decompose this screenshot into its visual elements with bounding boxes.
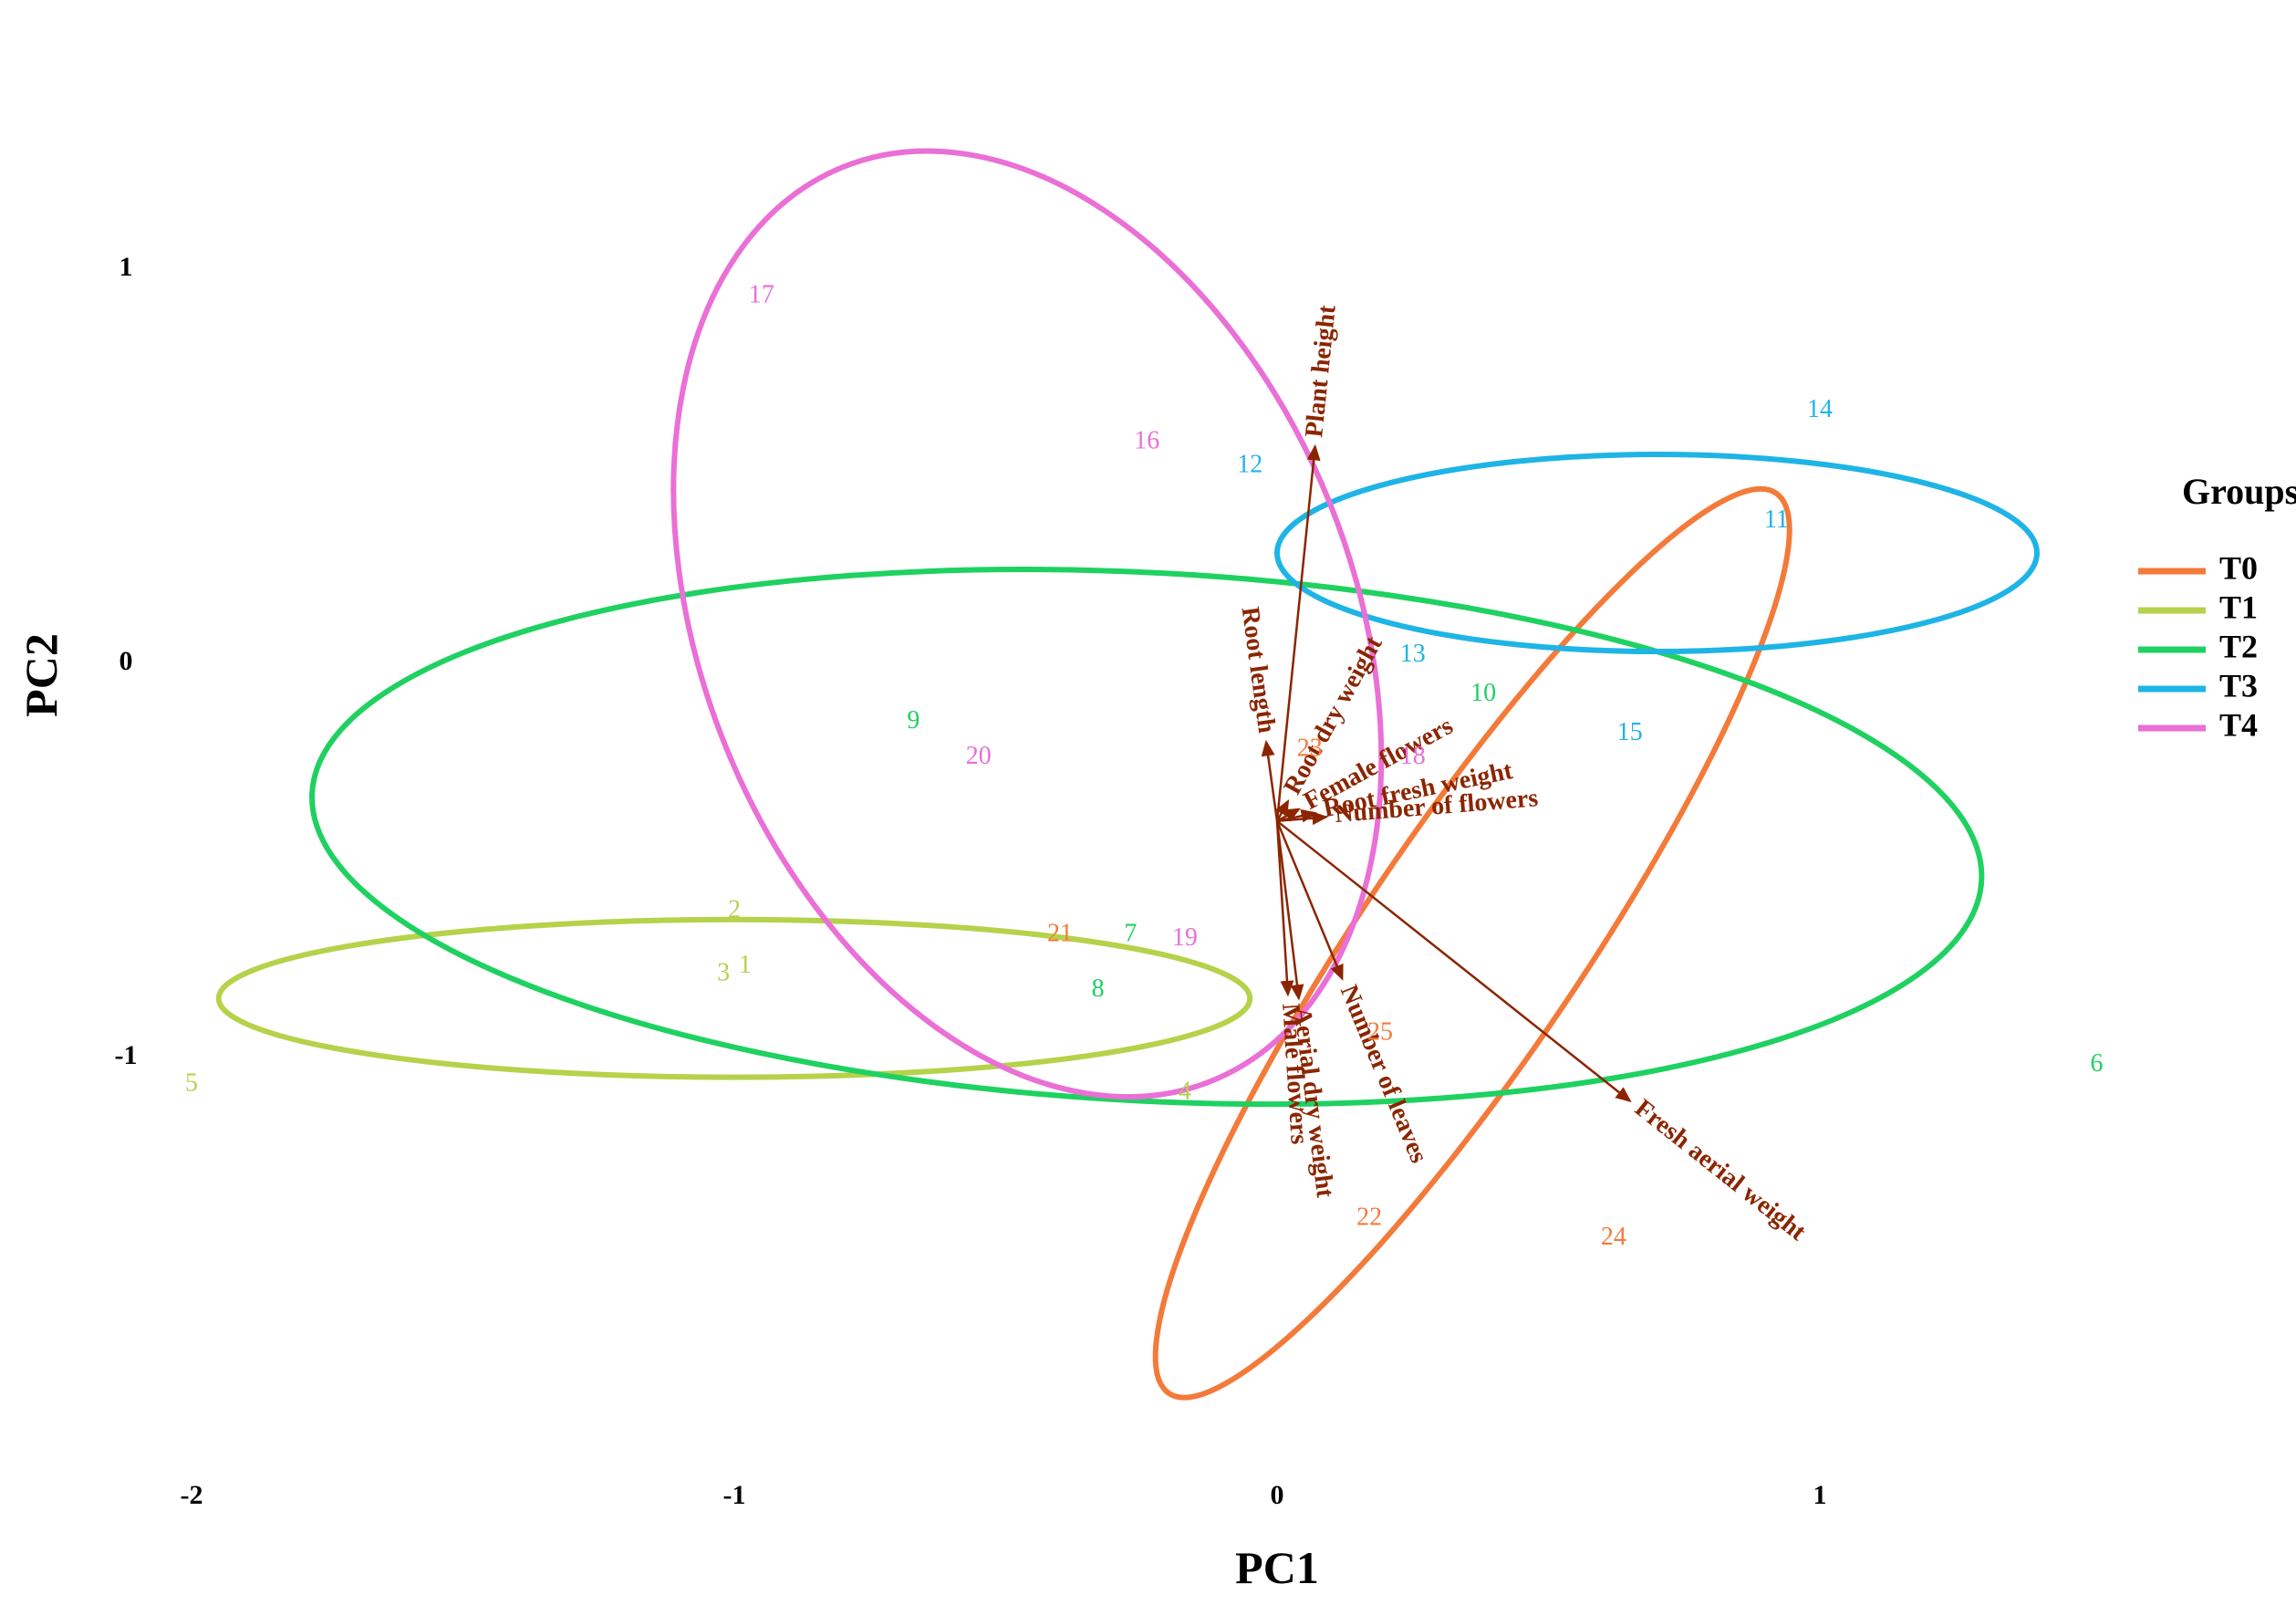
- confidence-ellipses: [215, 148, 2040, 1401]
- ellipse-t1: [215, 916, 1253, 1080]
- vector-root-dry-weight: [1275, 799, 1290, 822]
- legend-label-t4: T4: [2219, 706, 2258, 743]
- vector-label-fresh-aerial-weight: Fresh aerial weight: [1629, 1094, 1812, 1246]
- x-tick-label: -2: [181, 1480, 203, 1510]
- point-21: 21: [1047, 920, 1073, 948]
- y-tick-label: -1: [115, 1040, 138, 1070]
- vector-number-of-leaves: [1275, 820, 1344, 981]
- vector-number-of-flowers: [1276, 811, 1329, 826]
- vector-label-root-length: Root length: [1236, 605, 1282, 735]
- point-9: 9: [907, 706, 919, 735]
- x-tick-label: 1: [1813, 1480, 1827, 1510]
- ellipse-t4: [670, 148, 1385, 1100]
- legend-label-t1: T1: [2219, 589, 2258, 625]
- vector-aerial-dry-weight: [1275, 820, 1304, 1001]
- y-axis-ticks: -1012: [115, 252, 138, 1070]
- point-23: 23: [1297, 734, 1323, 762]
- point-24: 24: [1601, 1223, 1626, 1251]
- point-22: 22: [1356, 1204, 1382, 1232]
- point-7: 7: [1124, 920, 1137, 948]
- ellipse-t3: [1274, 452, 2040, 655]
- point-18: 18: [1400, 742, 1426, 770]
- vector-male-flowers: [1275, 820, 1294, 997]
- vector-label-number-of-leaves: Number of leaves: [1335, 981, 1433, 1167]
- point-13: 13: [1400, 640, 1426, 668]
- x-axis-ticks: -2-1012: [181, 1480, 1827, 1510]
- x-tick-label: 0: [1271, 1480, 1284, 1510]
- x-tick-label: -1: [723, 1480, 746, 1510]
- point-2: 2: [728, 896, 741, 924]
- x-axis-title: PC1: [1235, 1542, 1319, 1593]
- point-4: 4: [1179, 1077, 1191, 1105]
- point-14: 14: [1807, 395, 1833, 423]
- point-17: 17: [749, 281, 774, 309]
- vector-plant-height: [1275, 443, 1321, 821]
- legend-label-t3: T3: [2219, 667, 2258, 703]
- y-axis-title: PC2: [16, 633, 67, 717]
- point-12: 12: [1237, 450, 1262, 478]
- y-tick-label: 1: [119, 252, 133, 282]
- vector-root-length: [1261, 739, 1279, 821]
- y-tick-label: 0: [119, 646, 133, 676]
- point-5: 5: [185, 1069, 198, 1098]
- legend-label-t2: T2: [2219, 628, 2258, 664]
- vector-label-plant-height: Plant height: [1300, 303, 1342, 439]
- legend-title: Groups: [2182, 471, 2296, 512]
- point-8: 8: [1092, 974, 1105, 1003]
- point-19: 19: [1172, 923, 1198, 952]
- point-6: 6: [2090, 1049, 2103, 1078]
- point-1: 1: [739, 951, 752, 979]
- ellipse-t2: [309, 567, 1985, 1108]
- point-15: 15: [1617, 718, 1643, 746]
- vector-fresh-aerial-weight: [1276, 819, 1632, 1103]
- point-16: 16: [1134, 427, 1159, 455]
- legend-label-t0: T0: [2219, 549, 2258, 586]
- point-11: 11: [1764, 505, 1789, 534]
- score-points: 2122232425123456789101112131415161718192…: [185, 281, 2103, 1251]
- point-10: 10: [1470, 679, 1496, 707]
- point-20: 20: [966, 742, 992, 770]
- ellipse-t0: [1152, 485, 1792, 1401]
- vector-female-flowers: [1276, 808, 1301, 822]
- point-3: 3: [717, 959, 730, 987]
- point-25: 25: [1367, 1018, 1393, 1047]
